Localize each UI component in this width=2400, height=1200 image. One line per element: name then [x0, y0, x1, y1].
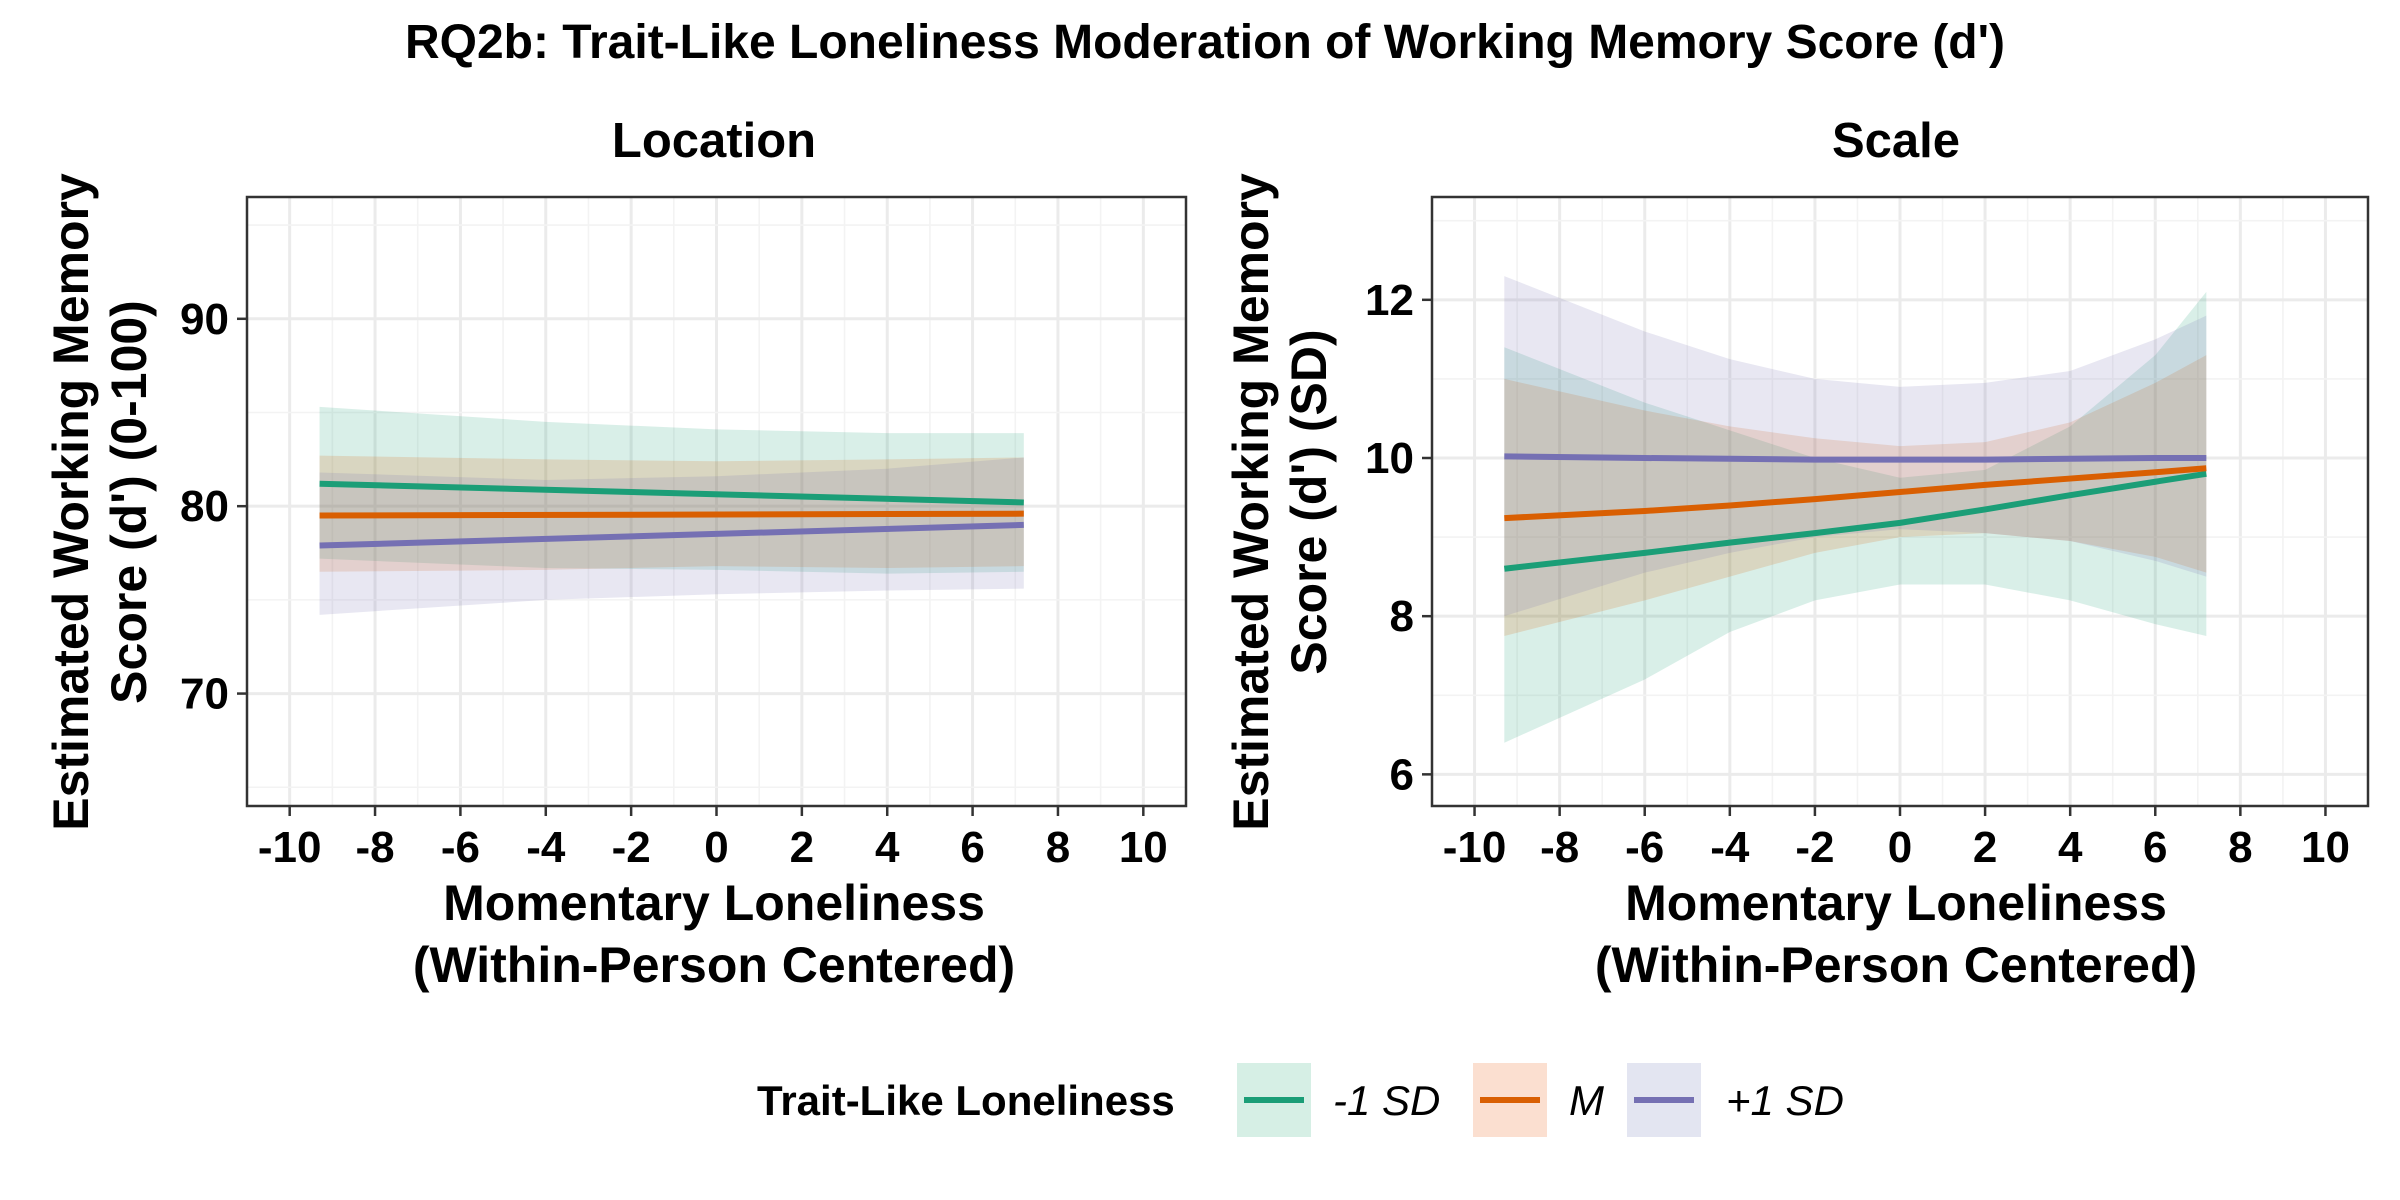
location-line-minus-1-sd — [319, 480, 1024, 506]
scale-ribbon-minus-1-sd — [1504, 291, 2207, 743]
location-x-tick-label: 6 — [960, 823, 984, 872]
figure-title: RQ2b: Trait-Like Loneliness Moderation o… — [405, 16, 2005, 69]
location-x-tick-label: -4 — [526, 823, 566, 872]
location-y-tick-label: 90 — [180, 295, 229, 344]
panel-location-xlabel-line1: Momentary Loneliness — [443, 875, 985, 931]
scale-x-tick-label: -6 — [1625, 823, 1664, 872]
panel-scale: Scale -10 -8 -6 -4 -2 0 2 4 6 8 10 6 8 10 12 Momentary… — [1223, 114, 2370, 993]
scale-line-plusminus-1-sd — [1504, 453, 2207, 463]
legend-label-plus-1-sd: +1 SD — [1726, 1077, 1844, 1124]
panel-scale-ylabel-line1: Estimated Working Memory — [1223, 173, 1279, 831]
scale-line-minus-1-sd — [1503, 470, 2207, 572]
scale-x-tick-label: -10 — [1443, 823, 1507, 872]
panel-location-ylabel-line2: Score (d') (0-100) — [101, 300, 157, 704]
location-x-tick-label: -10 — [258, 823, 322, 872]
legend: Trait-Like Loneliness -1 SD M +1 SD — [757, 1063, 1844, 1137]
location-y-tick-label: 70 — [180, 670, 229, 719]
location-x-tick-label: 0 — [704, 823, 728, 872]
scale-ribbon-plusminus-1-sd — [1504, 276, 2207, 617]
location-x-tick-label: -8 — [355, 823, 394, 872]
scale-x-tick-label: 2 — [1973, 823, 1997, 872]
scale-y-tick-label: 6 — [1390, 750, 1414, 799]
scale-x-tick-label: 8 — [2228, 823, 2252, 872]
legend-label-minus-1-sd: -1 SD — [1333, 1077, 1440, 1124]
scale-y-tick-label: 10 — [1365, 434, 1414, 483]
panel-scale-ylabel-line2: Score (d') (SD) — [1281, 329, 1337, 674]
panel-scale-xlabel-line1: Momentary Loneliness — [1625, 875, 2167, 931]
panel-location-title: Location — [612, 114, 816, 168]
scale-y-tick-label: 8 — [1390, 592, 1414, 641]
legend-label-m: M — [1569, 1077, 1604, 1124]
scale-x-tick-label: 10 — [2301, 823, 2350, 872]
scale-x-tick-label: -2 — [1795, 823, 1834, 872]
panel-scale-title: Scale — [1832, 114, 1960, 168]
legend-item-plus-1-sd: +1 SD — [1627, 1063, 1844, 1137]
location-line-plusminus-1-sd — [319, 521, 1024, 549]
scale-x-tick-label: 6 — [2143, 823, 2167, 872]
scale-x-tick-label: -4 — [1710, 823, 1750, 872]
scale-x-tick-label: -8 — [1540, 823, 1579, 872]
location-x-tick-label: 10 — [1119, 823, 1168, 872]
location-line-m — [319, 510, 1024, 519]
location-x-tick-label: 8 — [1046, 823, 1070, 872]
panel-location-plot: -10 -8 -6 -4 -2 0 2 4 6 8 10 70 80 90 — [180, 195, 1188, 872]
location-x-tick-label: 4 — [875, 823, 900, 872]
scale-line-m — [1504, 465, 2207, 522]
legend-title: Trait-Like Loneliness — [757, 1077, 1175, 1124]
scale-x-tick-label: 0 — [1888, 823, 1912, 872]
panel-location: Location -10 -8 -6 -4 -2 0 2 4 6 8 10 70 80 90 Moment… — [43, 114, 1188, 993]
location-y-tick-label: 80 — [180, 482, 229, 531]
panel-scale-xlabel-line2: (Within-Person Centered) — [1595, 937, 2197, 993]
location-x-tick-label: -6 — [441, 823, 480, 872]
location-x-tick-label: 2 — [790, 823, 814, 872]
scale-y-tick-label: 12 — [1365, 276, 1414, 325]
location-x-tick-label: -2 — [612, 823, 651, 872]
panel-scale-plot: -10 -8 -6 -4 -2 0 2 4 6 8 10 6 8 10 12 — [1365, 195, 2370, 872]
panel-location-xlabel-line2: (Within-Person Centered) — [413, 937, 1015, 993]
legend-item-minus-1-sd: -1 SD — [1237, 1063, 1440, 1137]
scale-x-tick-label: 4 — [2058, 823, 2083, 872]
panel-location-ylabel-line1: Estimated Working Memory — [43, 173, 99, 831]
legend-item-m: M — [1473, 1063, 1604, 1137]
